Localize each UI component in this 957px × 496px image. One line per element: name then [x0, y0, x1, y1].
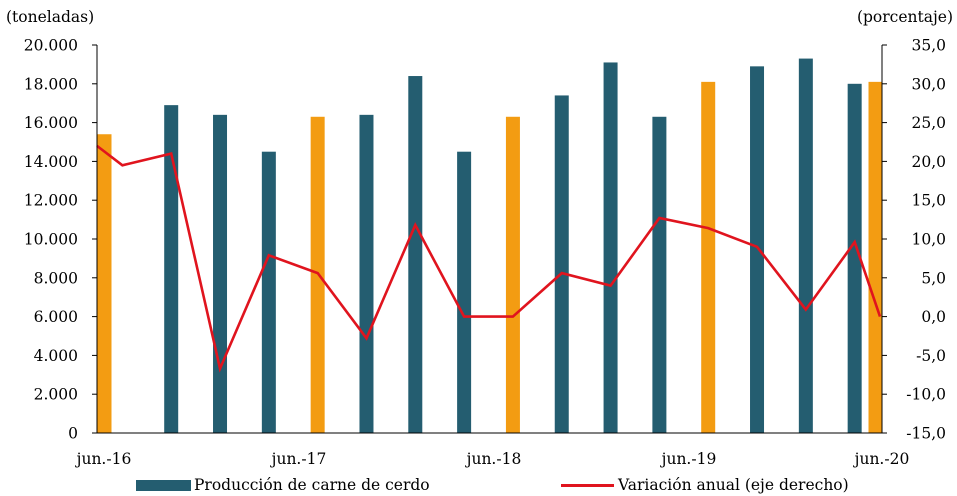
bar — [359, 114, 374, 433]
line-path — [96, 144, 882, 373]
right-axis-ticks: -15,0 -10,0 -5,0 0,0 5,0 10,0 15,0 20,0 25,0 30,0… — [882, 37, 946, 443]
right-tick-label: 30,0 — [911, 75, 946, 93]
right-tick-label: -15,0 — [906, 425, 946, 443]
bar — [554, 95, 569, 433]
bar — [798, 58, 813, 434]
legend-item-line: Variación anual (eje derecho) — [561, 474, 849, 496]
bar — [97, 134, 112, 434]
bar — [603, 62, 618, 434]
right-tick-label: 0,0 — [921, 308, 946, 326]
bar — [164, 105, 179, 433]
x-tick-label: jun.-16 — [75, 450, 132, 468]
left-axis-label: (toneladas) — [6, 8, 94, 26]
bar — [213, 114, 228, 433]
x-tick-label: jun.-17 — [270, 450, 327, 468]
left-tick-label: 10.000 — [24, 231, 78, 249]
right-tick-label: 35,0 — [911, 37, 946, 55]
right-tick-label: 5,0 — [921, 269, 946, 287]
right-tick-label: 15,0 — [911, 192, 946, 210]
legend-bar-swatch — [136, 479, 191, 491]
left-tick-label: 8.000 — [34, 269, 78, 287]
x-tick-label: jun.-19 — [660, 450, 717, 468]
line-series — [96, 144, 882, 373]
left-tick-label: 4.000 — [34, 347, 78, 365]
x-tick-label: jun.-18 — [465, 450, 522, 468]
legend-line-swatch — [561, 483, 614, 487]
left-tick-label: 16.000 — [24, 114, 78, 132]
legend-bar-label: Producción de carne de cerdo — [194, 476, 430, 494]
right-tick-label: -10,0 — [906, 386, 946, 404]
x-tick-label: jun.-20 — [853, 450, 910, 468]
bar — [750, 66, 765, 433]
x-axis-labels: jun.-16 jun.-17 jun.-18 jun.-19 jun.-20 — [75, 450, 910, 468]
left-tick-label: 14.000 — [24, 153, 78, 171]
left-tick-label: 18.000 — [24, 75, 78, 93]
legend: Producción de carne de cerdo Variación a… — [0, 474, 957, 496]
chart-canvas: (toneladas) (porcentaje) 0 2.000 4.000 6.00… — [6, 8, 953, 468]
legend-line-label: Variación anual (eje derecho) — [618, 476, 849, 494]
bar — [408, 76, 423, 433]
bar — [505, 116, 520, 433]
left-tick-label: 12.000 — [24, 192, 78, 210]
bar — [261, 151, 276, 433]
left-tick-label: 6.000 — [34, 308, 78, 326]
left-tick-label: 2.000 — [34, 386, 78, 404]
right-tick-label: -5,0 — [916, 347, 946, 365]
right-axis-label: (porcentaje) — [857, 8, 953, 26]
right-tick-label: 25,0 — [911, 114, 946, 132]
bar — [652, 116, 667, 433]
left-tick-label: 20.000 — [24, 37, 78, 55]
bar — [868, 81, 883, 434]
legend-item-bars: Producción de carne de cerdo — [136, 474, 430, 496]
bar — [847, 83, 862, 434]
bar — [457, 151, 472, 433]
axes — [96, 45, 883, 434]
right-tick-label: 20,0 — [911, 153, 946, 171]
bar-series — [97, 58, 883, 434]
left-axis-ticks: 0 2.000 4.000 6.000 8.000 10.000 12.000 14.000 1… — [24, 37, 97, 443]
bar — [701, 81, 716, 434]
right-tick-label: 10,0 — [911, 231, 946, 249]
left-tick-label: 0 — [68, 425, 78, 443]
